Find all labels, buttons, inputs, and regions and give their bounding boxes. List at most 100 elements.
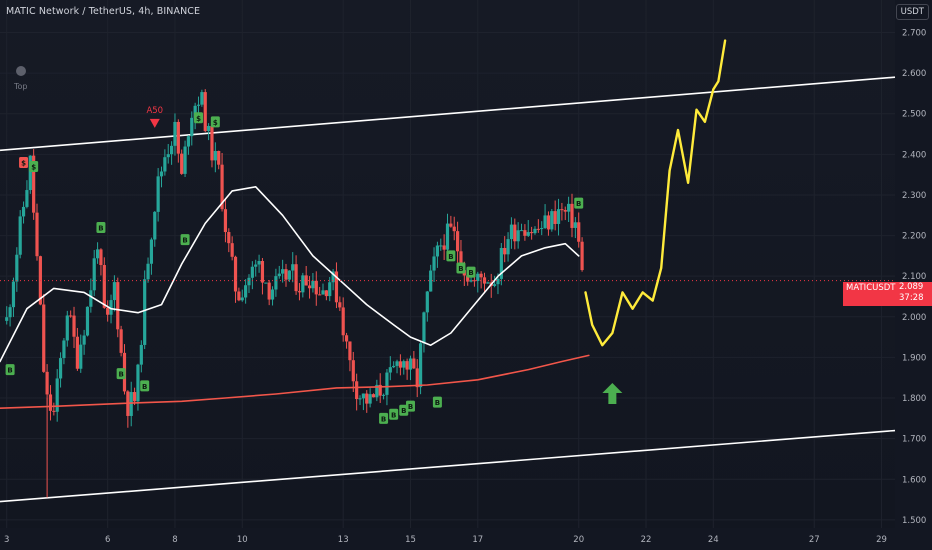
candle-body: [543, 215, 547, 228]
candle-body: [237, 291, 241, 301]
candle-body: [432, 256, 436, 271]
candle-body: [573, 222, 577, 228]
candle-body: [223, 209, 228, 233]
candle-body: [496, 278, 500, 285]
buy-signal-badge: [96, 221, 106, 233]
sell-signal-badge: [19, 156, 29, 168]
candle-body: [469, 280, 473, 282]
candle-body: [112, 282, 116, 301]
candle-body: [62, 340, 66, 359]
top-indicator-label: Top: [14, 82, 28, 91]
candle-body: [536, 228, 540, 230]
candle-body: [445, 223, 450, 250]
candle-body: [418, 343, 423, 388]
price-axis-pane[interactable]: [895, 0, 932, 550]
candle-body: [452, 226, 456, 232]
candle-body: [42, 304, 46, 372]
candle-body: [439, 245, 443, 247]
buy-signal-badge: [389, 408, 399, 420]
candle-body: [163, 157, 167, 172]
candle-body: [230, 243, 234, 257]
candle-body: [476, 273, 480, 282]
top-indicator-dot[interactable]: [16, 66, 26, 76]
candle-body: [207, 125, 211, 131]
y-tick-label: 2.600: [902, 69, 926, 79]
candle-body: [365, 393, 369, 404]
y-tick-label: 1.700: [902, 435, 926, 445]
pivot-triangle-marker: [149, 118, 160, 128]
candle-body: [233, 256, 238, 292]
candle-body: [143, 279, 147, 345]
candle-body: [442, 245, 446, 250]
currency-button[interactable]: USDT: [895, 4, 929, 20]
candle-body: [217, 150, 221, 165]
candle-body: [348, 341, 352, 361]
candle-body: [466, 275, 470, 282]
candle-body: [375, 384, 379, 398]
candle-body: [493, 284, 497, 286]
candle-body: [499, 247, 503, 279]
candle-body: [412, 358, 416, 369]
candle-body: [307, 285, 312, 289]
candle-body: [580, 241, 584, 271]
candle-body: [301, 275, 305, 293]
pivot-label: A50: [146, 106, 163, 116]
buy-signal-badge-letter: B: [7, 367, 12, 375]
candle-body: [79, 344, 83, 369]
candle-body: [21, 206, 26, 217]
sell-signal-badge-letter: $: [213, 119, 218, 127]
buy-signal-badge: [5, 364, 15, 376]
candle-body: [281, 269, 285, 274]
candle-body: [328, 282, 332, 297]
candle-body: [318, 294, 322, 296]
candle-body: [553, 211, 557, 224]
candle-body: [196, 104, 201, 106]
candle-body: [388, 367, 392, 373]
x-tick-label: 29: [876, 535, 887, 545]
channel-lower-line[interactable]: [0, 429, 896, 503]
sell-signal-badge-letter: $: [31, 164, 36, 172]
candle-body: [274, 276, 278, 290]
candle-body: [180, 153, 184, 174]
buy-signal-badge: [180, 234, 190, 246]
y-tick-label: 2.700: [902, 28, 926, 38]
last-price-tag: MATICUSDT 2.089 37:28: [843, 282, 932, 306]
candle-body: [116, 282, 120, 330]
y-tick-label: 1.500: [902, 516, 926, 526]
candle-body: [136, 364, 140, 402]
candle-body: [227, 232, 231, 244]
forecast-path[interactable]: [584, 39, 727, 347]
candle-body: [392, 365, 396, 368]
candle-body: [75, 336, 79, 369]
candle-body: [109, 300, 113, 315]
buy-signal-badge: [432, 396, 442, 408]
ema-short-line[interactable]: [0, 186, 580, 363]
ema-long-line[interactable]: [0, 354, 590, 409]
candle-body: [546, 215, 551, 230]
time-axis-pane[interactable]: [0, 528, 932, 550]
candle-body: [48, 394, 53, 411]
candle-body: [193, 105, 197, 118]
candle-body: [385, 372, 389, 395]
candle-body: [220, 164, 224, 210]
candle-body: [186, 136, 191, 147]
buy-signal-badge: [456, 262, 466, 274]
candle-body: [341, 307, 345, 336]
candle-body: [540, 227, 544, 230]
candle-body: [405, 361, 409, 370]
candle-body: [459, 251, 463, 271]
candle-body: [550, 211, 554, 230]
candle-body: [408, 358, 413, 370]
buy-signal-badge: [116, 368, 126, 380]
candle-body: [570, 203, 574, 228]
plot-area[interactable]: [0, 0, 895, 528]
buy-signal-badge-letter: B: [182, 237, 187, 245]
channel-upper-line[interactable]: [0, 76, 896, 152]
candle-body: [277, 273, 281, 277]
candle-body: [250, 266, 254, 278]
candle-body: [415, 368, 419, 388]
y-tick-label: 2.000: [902, 313, 926, 323]
candle-body: [25, 190, 29, 207]
candle-body: [176, 121, 180, 154]
